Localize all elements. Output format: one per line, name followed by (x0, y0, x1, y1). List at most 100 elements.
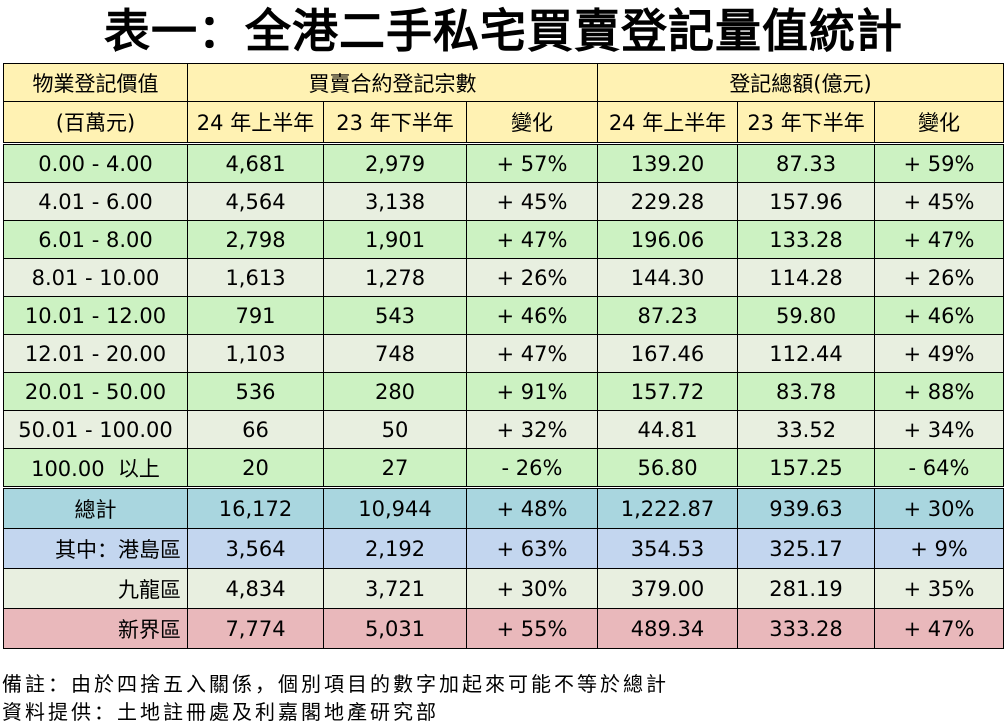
header-value-change: 變化 (874, 101, 1005, 144)
total-label: 總計 (3, 486, 188, 529)
count-2024h1-cell: 791 (187, 296, 324, 335)
region-label: 九龍區 (3, 568, 188, 609)
table-row: 8.01 - 10.00 1,613 1,278 + 26% 144.30 11… (3, 258, 1005, 297)
price-range-cell: 8.01 - 10.00 (3, 258, 188, 297)
value-change-cell: + 30% (874, 486, 1005, 529)
value-2024h1-cell: 167.46 (597, 334, 739, 373)
table-row: 4.01 - 6.00 4,564 3,138 + 45% 229.28 157… (3, 182, 1005, 221)
value-2024h1-cell: 87.23 (597, 296, 739, 335)
count-2024h1-cell: 66 (187, 410, 324, 449)
count-2024h1-cell: 4,681 (187, 142, 324, 183)
value-2024h1-cell: 489.34 (597, 608, 739, 649)
value-change-cell: + 49% (874, 334, 1005, 373)
value-2023h2-cell: 157.25 (737, 448, 876, 488)
region-row: 其中：港島區 3,564 2,192 + 63% 354.53 325.17 +… (3, 528, 1005, 569)
value-2024h1-cell: 144.30 (597, 258, 739, 297)
count-2024h1-cell: 1,613 (187, 258, 324, 297)
count-change-cell: + 46% (465, 296, 599, 335)
region-label: 新界區 (3, 608, 188, 649)
count-2024h1-cell: 4,834 (187, 568, 324, 609)
count-2024h1-cell: 536 (187, 372, 324, 411)
value-2023h2-cell: 281.19 (737, 568, 876, 609)
count-change-cell: - 26% (465, 448, 599, 488)
price-range-cell: 100.00 以上 (3, 448, 188, 488)
count-2024h1-cell: 7,774 (187, 608, 324, 649)
region-row: 新界區 7,774 5,031 + 55% 489.34 333.28 + 47… (3, 608, 1005, 649)
count-change-cell: + 48% (465, 486, 599, 529)
price-range-cell: 10.01 - 12.00 (3, 296, 188, 335)
value-2024h1-cell: 139.20 (597, 142, 739, 183)
value-2024h1-cell: 196.06 (597, 220, 739, 259)
value-change-cell: + 45% (874, 182, 1005, 221)
count-2023h2-cell: 3,138 (323, 182, 467, 221)
count-2024h1-cell: 16,172 (187, 486, 324, 529)
value-change-cell: + 35% (874, 568, 1005, 609)
value-2023h2-cell: 114.28 (737, 258, 876, 297)
value-change-cell: + 59% (874, 142, 1005, 183)
value-change-cell: + 26% (874, 258, 1005, 297)
count-2024h1-cell: 4,564 (187, 182, 324, 221)
price-range-cell: 4.01 - 6.00 (3, 182, 188, 221)
value-2023h2-cell: 325.17 (737, 528, 876, 569)
region-label: 其中：港島區 (3, 528, 188, 569)
header-value-2023h2: 23 年下半年 (737, 101, 876, 144)
table-row: 100.00 以上 20 27 - 26% 56.80 157.25 - 64% (3, 448, 1005, 488)
table-row: 6.01 - 8.00 2,798 1,901 + 47% 196.06 133… (3, 220, 1005, 259)
value-change-cell: - 64% (874, 448, 1005, 488)
value-2023h2-cell: 939.63 (737, 486, 876, 529)
count-change-cell: + 63% (465, 528, 599, 569)
value-change-cell: + 47% (874, 220, 1005, 259)
price-range-cell: 12.01 - 20.00 (3, 334, 188, 373)
header-registered-value: 登記總額(億元) (597, 63, 1005, 102)
value-2023h2-cell: 112.44 (737, 334, 876, 373)
value-2023h2-cell: 87.33 (737, 142, 876, 183)
value-2024h1-cell: 354.53 (597, 528, 739, 569)
value-change-cell: + 9% (874, 528, 1005, 569)
count-2024h1-cell: 20 (187, 448, 324, 488)
count-2023h2-cell: 50 (323, 410, 467, 449)
count-change-cell: + 26% (465, 258, 599, 297)
count-change-cell: + 32% (465, 410, 599, 449)
price-range-cell: 0.00 - 4.00 (3, 142, 188, 183)
count-2023h2-cell: 280 (323, 372, 467, 411)
footnotes: 備註：由於四捨五入關係，個別項目的數字加起來可能不等於總計 資料提供：土地註冊處… (2, 670, 1002, 726)
price-range-cell: 50.01 - 100.00 (3, 410, 188, 449)
header-row-top: 物業登記價值 買賣合約登記宗數 登記總額(億元) (3, 63, 1005, 102)
header-count-2024h1: 24 年上半年 (187, 101, 324, 144)
value-2023h2-cell: 33.52 (737, 410, 876, 449)
value-2023h2-cell: 157.96 (737, 182, 876, 221)
count-2023h2-cell: 3,721 (323, 568, 467, 609)
count-2023h2-cell: 2,979 (323, 142, 467, 183)
value-2024h1-cell: 56.80 (597, 448, 739, 488)
value-2024h1-cell: 229.28 (597, 182, 739, 221)
page-title: 表一：全港二手私宅買賣登記量值統計 (104, 4, 903, 58)
region-row: 九龍區 4,834 3,721 + 30% 379.00 281.19 + 35… (3, 568, 1005, 609)
count-2024h1-cell: 2,798 (187, 220, 324, 259)
count-2023h2-cell: 543 (323, 296, 467, 335)
value-2023h2-cell: 83.78 (737, 372, 876, 411)
source-note: 資料提供：土地註冊處及利嘉閣地產研究部 (2, 700, 439, 724)
price-range-cell: 6.01 - 8.00 (3, 220, 188, 259)
header-value-2024h1: 24 年上半年 (597, 101, 739, 144)
count-2023h2-cell: 2,192 (323, 528, 467, 569)
count-2023h2-cell: 27 (323, 448, 467, 488)
total-row: 總計 16,172 10,944 + 48% 1,222.87 939.63 +… (3, 486, 1005, 529)
header-contract-count: 買賣合約登記宗數 (186, 63, 599, 102)
count-2023h2-cell: 1,278 (323, 258, 467, 297)
header-count-2023h2: 23 年下半年 (323, 101, 467, 144)
count-change-cell: + 47% (465, 220, 599, 259)
value-change-cell: + 88% (874, 372, 1005, 411)
value-2023h2-cell: 59.80 (737, 296, 876, 335)
statistics-table: 物業登記價值 買賣合約登記宗數 登記總額(億元) (百萬元) 24 年上半年 2… (3, 63, 1005, 649)
count-2023h2-cell: 1,901 (323, 220, 467, 259)
table-row: 20.01 - 50.00 536 280 + 91% 157.72 83.78… (3, 372, 1005, 411)
count-change-cell: + 55% (465, 608, 599, 649)
count-2023h2-cell: 5,031 (323, 608, 467, 649)
price-range-cell: 20.01 - 50.00 (3, 372, 188, 411)
count-change-cell: + 91% (465, 372, 599, 411)
header-price-range: 物業登記價值 (3, 63, 188, 102)
value-change-cell: + 34% (874, 410, 1005, 449)
value-2024h1-cell: 157.72 (597, 372, 739, 411)
count-2024h1-cell: 1,103 (187, 334, 324, 373)
value-change-cell: + 46% (874, 296, 1005, 335)
